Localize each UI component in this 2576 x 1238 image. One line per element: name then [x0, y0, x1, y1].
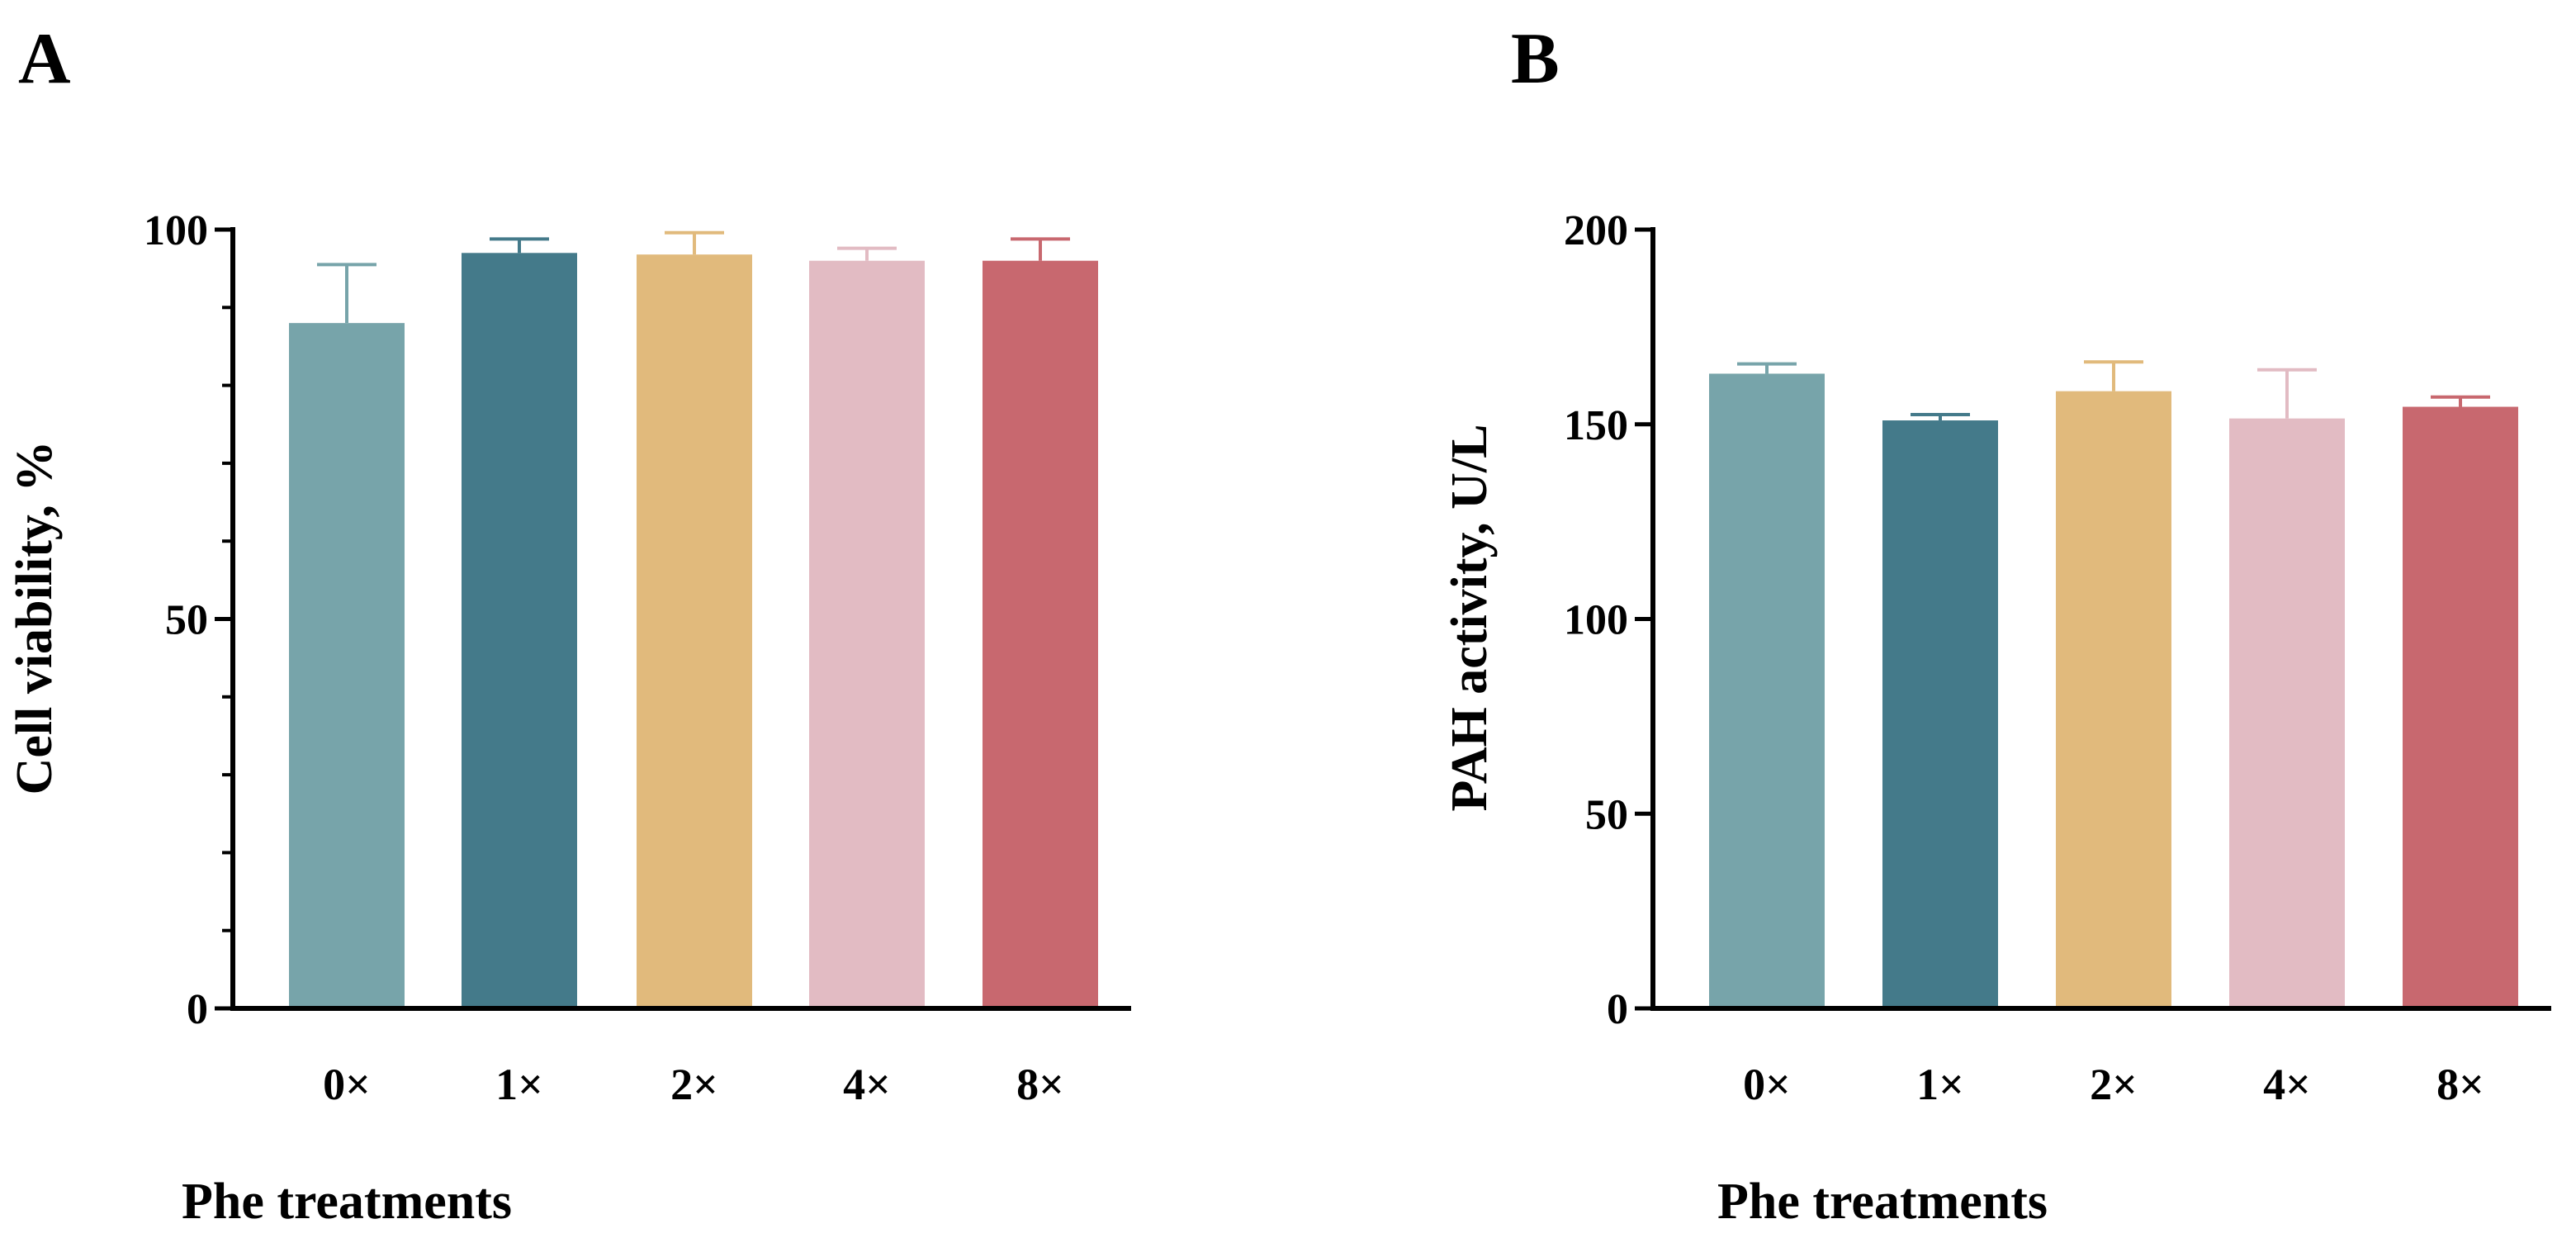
panel-b-category-label-8x: 8× [2436, 1060, 2484, 1109]
panel-b-y-axis-title: PAH activity, U/L [1442, 425, 1498, 812]
panel-b-y-tick-label-50: 50 [1585, 791, 1628, 838]
panel-a-y-tick-label-50: 50 [165, 597, 208, 644]
panel-a-category-label-0x: 0× [323, 1060, 371, 1109]
panel-b-category-label-0x: 0× [1743, 1060, 1791, 1109]
panel-b-category-label-2x: 2× [2090, 1060, 2138, 1109]
panel-b-bar-0x [1709, 373, 1825, 1009]
panel-b-bar-4x [2229, 418, 2345, 1008]
panel-b-x-axis-title: Phe treatments [1717, 1174, 2048, 1230]
panel-b-bars [1709, 360, 2518, 1009]
panel-b-y-tick-label-0: 0 [1607, 986, 1628, 1033]
panel-a-bar-8x [983, 260, 1098, 1009]
panel-a-x-axis-title: Phe treatments [182, 1174, 512, 1230]
panel-a-y-axis-title: Cell viability, % [7, 441, 63, 795]
panel-b-category-labels: 0× 1× 2× 4× 8× [1743, 1060, 2484, 1109]
panel-a-bar-1x [462, 253, 577, 1008]
panel-a-category-label-4x: 4× [843, 1060, 891, 1109]
panel-a-minor-ticks [222, 306, 233, 932]
panel-b-letter: B [1511, 19, 1560, 99]
panel-a: A 0 50 100 [7, 19, 1131, 1230]
panel-a-bar-4x [809, 260, 925, 1009]
panel-b-category-label-4x: 4× [2263, 1060, 2311, 1109]
panel-a-bars [289, 230, 1098, 1009]
panel-b: B 0 50 100 150 200 [1442, 19, 2551, 1230]
panel-a-category-label-1x: 1× [495, 1060, 543, 1109]
panel-a-bar-2x [637, 254, 752, 1008]
panel-b-bar-1x [1882, 420, 1998, 1008]
panel-a-major-ticks [215, 227, 233, 1011]
panel-a-y-tick-label-0: 0 [187, 986, 208, 1033]
panel-a-letter: A [18, 19, 71, 99]
panel-a-bar-0x [289, 323, 405, 1008]
panel-b-y-tick-label-200: 200 [1564, 207, 1628, 254]
panel-b-category-label-1x: 1× [1916, 1060, 1964, 1109]
panel-a-category-label-2x: 2× [670, 1060, 718, 1109]
panel-b-y-tick-label-100: 100 [1564, 597, 1628, 644]
panel-a-category-label-8x: 8× [1016, 1060, 1064, 1109]
panel-b-y-tick-label-150: 150 [1564, 402, 1628, 449]
panel-b-major-ticks [1635, 227, 1653, 1011]
panel-a-y-tick-label-100: 100 [144, 207, 208, 254]
panel-b-bar-8x [2403, 406, 2518, 1009]
panel-b-y-tick-labels: 0 50 100 150 200 [1564, 207, 1628, 1033]
panel-a-category-labels: 0× 1× 2× 4× 8× [323, 1060, 1064, 1109]
panel-b-bar-2x [2056, 391, 2171, 1008]
panel-a-y-tick-labels: 0 50 100 [144, 207, 208, 1033]
